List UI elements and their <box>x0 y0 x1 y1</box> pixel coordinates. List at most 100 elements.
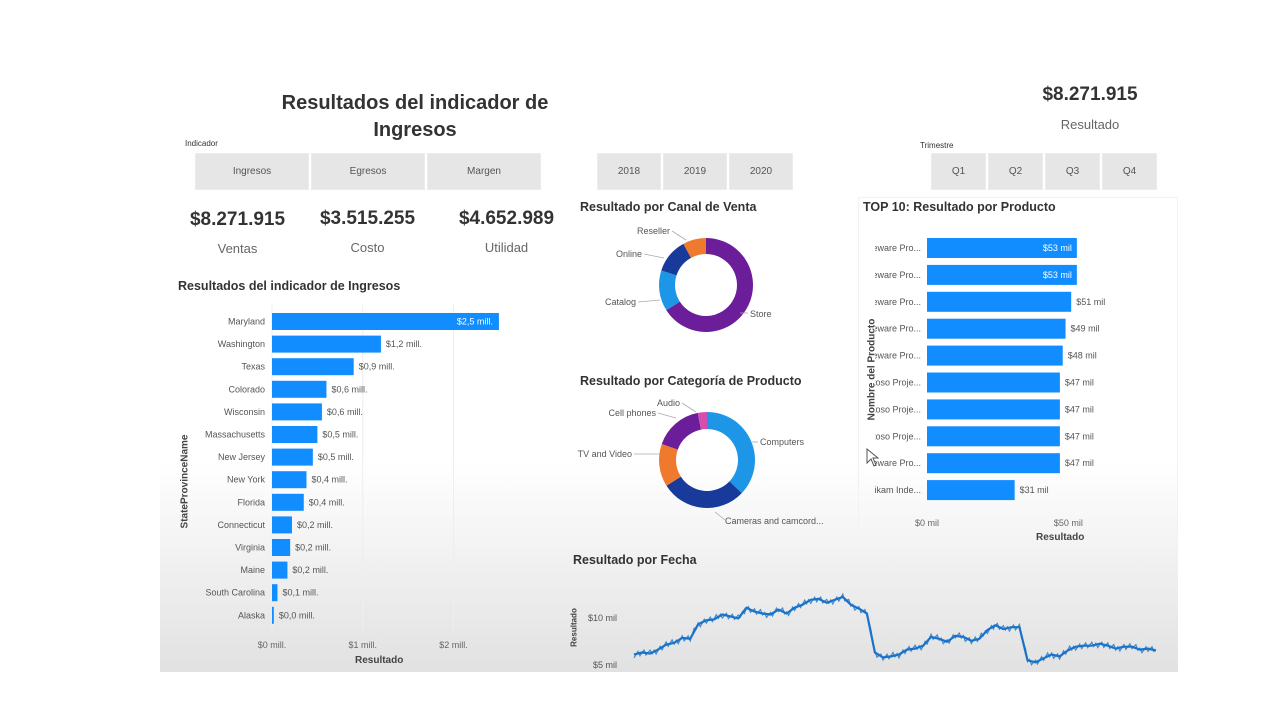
state-tick-label: $0 mill. <box>258 640 287 650</box>
state-tick-label: $1 mill. <box>349 640 378 650</box>
category-slice <box>697 412 707 430</box>
category-slice-label: Cell phones <box>608 408 656 418</box>
kpi-utilidad-label: Utilidad <box>484 240 529 255</box>
product-category-label: Fabrikam Inde... <box>875 485 921 495</box>
product-bar <box>927 480 1015 501</box>
channel-slice <box>661 243 692 276</box>
quarter-q2-button[interactable]: Q2 <box>988 153 1043 190</box>
date-tick-10: $10 mil <box>588 613 618 623</box>
state-data-label: $0,5 mill. <box>322 430 358 440</box>
state-data-label: $0,5 mill. <box>318 452 354 462</box>
state-data-label: $0,2 mill. <box>292 565 328 575</box>
channel-donut-chart: Store Catalog Online Reseller <box>605 226 772 332</box>
product-data-label: $47 mil <box>1065 404 1094 414</box>
state-category-label: Connecticut <box>217 520 265 530</box>
quarter-q3-button[interactable]: Q3 <box>1045 153 1100 190</box>
mouse-cursor-icon <box>866 448 880 467</box>
state-bar <box>272 403 322 421</box>
state-category-label: New York <box>227 475 266 485</box>
category-leader-line <box>714 511 726 521</box>
state-bar <box>272 561 288 579</box>
category-slice <box>659 443 681 486</box>
product-data-label: $53 mil <box>1043 270 1072 280</box>
state-data-label: $0,9 mill. <box>359 362 395 372</box>
state-bar <box>272 516 292 534</box>
state-bar <box>272 584 278 602</box>
state-data-label: $0,2 mill. <box>295 543 331 553</box>
date-chart-title: Resultado por Fecha <box>573 553 697 567</box>
state-data-label: $0,4 mill. <box>311 475 347 485</box>
date-series-line <box>633 595 1157 664</box>
product-data-label: $48 mil <box>1068 351 1097 361</box>
state-category-label: Wisconsin <box>224 407 265 417</box>
category-slice-label: Cameras and camcord... <box>725 516 824 526</box>
product-tick-label: $0 mil <box>915 518 939 528</box>
product-category-label: Proseware Pro... <box>875 270 921 280</box>
channel-slice <box>666 238 753 332</box>
state-data-label: $0,1 mill. <box>282 588 318 598</box>
channel-slice-label: Online <box>616 249 642 259</box>
channel-slice-label: Store <box>750 309 772 319</box>
state-bar <box>272 380 327 398</box>
year-2020-button[interactable]: 2020 <box>729 153 793 190</box>
state-category-label: New Jersey <box>218 452 266 462</box>
product-category-label: Proseware Pro... <box>875 458 921 468</box>
year-2018-button[interactable]: 2018 <box>597 153 661 190</box>
product-category-label: Contoso Proje... <box>875 378 921 388</box>
product-bar <box>927 345 1063 366</box>
quarter-q1-button[interactable]: Q1 <box>931 153 986 190</box>
report-title: Resultados del indicador de Ingresos <box>281 92 549 141</box>
product-chart-frame <box>858 197 1178 551</box>
channel-slice <box>659 270 680 311</box>
product-bar <box>927 238 1077 258</box>
product-data-label: $31 mil <box>1020 485 1049 495</box>
quarter-q4-button[interactable]: Q4 <box>1102 153 1157 190</box>
category-chart-title: Resultado por Categoría de Producto <box>580 374 802 388</box>
state-category-label: Alaska <box>238 610 265 620</box>
state-data-label: $0,4 mill. <box>309 497 345 507</box>
kpi-ventas-value: $8.271.915 <box>189 209 286 230</box>
channel-slice <box>683 238 706 258</box>
category-donut-chart: Computers Cameras and camcord... TV and Vi… <box>578 398 824 526</box>
date-tick-5: $5 mil <box>593 660 618 670</box>
kpi-utilidad-value: $4.652.989 <box>458 208 555 229</box>
channel-slice-label: Catalog <box>605 297 636 307</box>
product-bar <box>927 372 1060 393</box>
product-bar <box>927 318 1066 339</box>
category-slice-label: Computers <box>760 437 805 447</box>
date-series-noise <box>633 592 1155 666</box>
state-bar <box>272 448 313 466</box>
date-line-chart <box>633 592 1157 666</box>
category-leader-line <box>681 402 697 413</box>
state-bar <box>272 426 318 443</box>
state-bar <box>272 493 304 511</box>
state-bar <box>272 606 274 624</box>
product-data-label: $49 mil <box>1071 324 1100 334</box>
state-bar <box>272 335 381 353</box>
product-bar <box>927 399 1060 420</box>
state-bar <box>272 313 499 330</box>
state-chart-title: Resultados del indicador de Ingresos <box>178 279 401 293</box>
year-2019-button[interactable]: 2019 <box>663 153 727 190</box>
kpi-costo-value: $3.515.255 <box>319 208 416 229</box>
product-category-label: Proseware Pro... <box>875 351 921 361</box>
quarter-slicer-title: Trimestre <box>920 141 954 150</box>
product-category-label: Contoso Proje... <box>875 404 921 414</box>
category-slice <box>666 476 742 508</box>
indicador-egresos-button[interactable]: Egresos <box>311 153 425 190</box>
state-category-label: Massachusetts <box>205 430 266 440</box>
top-kpi-label: Resultado <box>1060 117 1120 132</box>
channel-leader-line <box>637 299 661 303</box>
state-data-label: $0,6 mill. <box>331 384 367 394</box>
state-category-label: Washington <box>218 339 265 349</box>
indicador-ingresos-button[interactable]: Ingresos <box>195 153 309 190</box>
state-chart-xlabel: Resultado <box>355 655 404 666</box>
state-tick-label: $2 mill. <box>439 640 468 650</box>
date-chart-ylabel: Resultado <box>569 608 579 647</box>
indicador-margen-button[interactable]: Margen <box>427 153 541 190</box>
product-category-label: Contoso Proje... <box>875 431 921 441</box>
product-bar <box>927 453 1060 474</box>
state-category-label: Florida <box>237 497 265 507</box>
state-bar <box>272 539 291 556</box>
state-category-label: South Carolina <box>205 588 265 598</box>
